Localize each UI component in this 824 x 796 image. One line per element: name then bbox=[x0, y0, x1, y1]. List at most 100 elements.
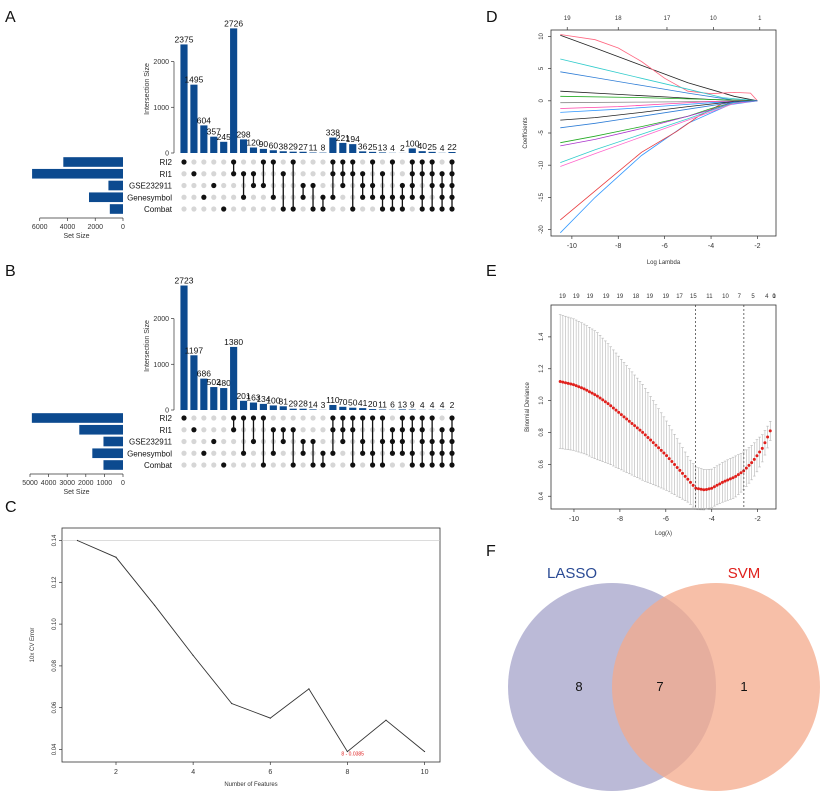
intersection-bar bbox=[378, 152, 387, 153]
set-size-axis-tick-label: 2000 bbox=[87, 224, 103, 231]
intersection-bar-label: 36 bbox=[358, 141, 368, 151]
intersection-bar-label: 201 bbox=[236, 391, 250, 401]
deviance-point bbox=[691, 483, 695, 487]
deviance-point bbox=[739, 471, 743, 475]
intersection-axis-tick-label: 2000 bbox=[153, 316, 169, 323]
y-tick-label: -20 bbox=[539, 225, 545, 234]
plot-frame bbox=[550, 304, 777, 510]
intersection-bar bbox=[299, 151, 307, 153]
intersection-bar-label: 2375 bbox=[175, 34, 194, 44]
set-size-axis-tick-label: 2000 bbox=[78, 480, 94, 487]
matrix-dot-inactive bbox=[260, 194, 267, 200]
top-tick-label: 19 bbox=[662, 294, 669, 300]
intersection-axis-tick-label: 1000 bbox=[153, 362, 169, 369]
matrix-dot-inactive bbox=[221, 182, 227, 189]
intersection-bar-label: 27 bbox=[298, 142, 308, 152]
matrix-dot-inactive bbox=[310, 159, 316, 165]
matrix-dot-inactive bbox=[201, 415, 207, 421]
matrix-dot-inactive bbox=[300, 415, 306, 421]
deviance-point bbox=[564, 381, 568, 385]
set-size-bar bbox=[108, 180, 123, 191]
top-tick-label: 18 bbox=[615, 16, 622, 22]
top-tick-label: 19 bbox=[573, 294, 580, 300]
matrix-dot-inactive bbox=[181, 206, 187, 212]
y-axis-title: 10x CV Error bbox=[30, 628, 36, 663]
set-size-bar bbox=[31, 413, 123, 423]
deviance-point bbox=[651, 441, 655, 445]
intersection-axis-title: Intersection Size bbox=[144, 320, 151, 372]
y-axis-title: Coefficients bbox=[523, 117, 529, 148]
matrix-dot-inactive bbox=[181, 438, 187, 445]
deviance-point bbox=[611, 406, 615, 410]
matrix-dot-inactive bbox=[221, 450, 227, 456]
intersection-bar-label: 13 bbox=[398, 399, 408, 409]
y-tick-label: 0.04 bbox=[52, 743, 58, 755]
matrix-dot-inactive bbox=[369, 206, 376, 212]
y-tick-label: 0.8 bbox=[539, 428, 545, 437]
deviance-point bbox=[681, 471, 685, 475]
intersection-bar-label: 245 bbox=[217, 132, 231, 142]
intersection-axis-tick-label: 2000 bbox=[153, 59, 169, 66]
intersection-bar-label: 2723 bbox=[175, 276, 194, 286]
intersection-bar-label: 29 bbox=[288, 399, 298, 409]
set-name-label: RI2 bbox=[160, 158, 173, 167]
intersection-bar bbox=[200, 378, 208, 410]
matrix-dot-inactive bbox=[201, 427, 207, 433]
deviance-point bbox=[657, 446, 661, 450]
deviance-point bbox=[699, 487, 703, 491]
set-size-axis-title: Set Size bbox=[63, 489, 89, 496]
intersection-bar-label: 221 bbox=[336, 133, 350, 143]
deviance-point bbox=[763, 441, 767, 445]
set-size-axis-tick-label: 5000 bbox=[22, 480, 38, 487]
intersection-bar-label: 1380 bbox=[224, 337, 243, 347]
deviance-point bbox=[673, 463, 677, 467]
matrix-dot-active bbox=[181, 159, 187, 165]
cv-error-point bbox=[423, 750, 426, 753]
matrix-dot-inactive bbox=[300, 159, 306, 165]
intersection-bar-label: 1495 bbox=[184, 75, 203, 85]
deviance-point bbox=[683, 474, 687, 478]
matrix-dot-inactive bbox=[389, 462, 396, 468]
intersection-bar bbox=[309, 409, 317, 410]
intersection-bar-label: 163 bbox=[246, 393, 260, 403]
venn-count-svm-only: 1 bbox=[740, 679, 747, 694]
deviance-point bbox=[617, 410, 621, 414]
matrix-dot-inactive bbox=[360, 159, 366, 165]
matrix-dot-inactive bbox=[439, 159, 445, 165]
deviance-point bbox=[614, 408, 618, 412]
deviance-point bbox=[585, 388, 589, 392]
cv-error-point bbox=[346, 750, 349, 753]
coefficient-path-c1 bbox=[560, 100, 758, 234]
coefficient-path-c2 bbox=[560, 100, 758, 221]
matrix-dot-inactive bbox=[231, 462, 237, 468]
matrix-dot-inactive bbox=[211, 415, 217, 421]
matrix-dot-inactive bbox=[360, 462, 366, 468]
matrix-dot-inactive bbox=[191, 450, 197, 456]
intersection-bar bbox=[230, 28, 238, 153]
matrix-dot-inactive bbox=[191, 182, 197, 189]
matrix-dot-inactive bbox=[201, 206, 207, 212]
deviance-point bbox=[569, 382, 573, 386]
intersection-bar-label: 20 bbox=[368, 399, 378, 409]
matrix-dot-inactive bbox=[280, 462, 286, 468]
top-tick-label: 17 bbox=[676, 294, 683, 300]
matrix-dot-inactive bbox=[181, 427, 187, 433]
matrix-dot-inactive bbox=[290, 415, 296, 421]
deviance-point bbox=[566, 381, 570, 385]
coefficient-path-c16 bbox=[560, 100, 758, 167]
matrix-dot-inactive bbox=[240, 462, 247, 468]
set-size-axis-tick-label: 1000 bbox=[97, 480, 113, 487]
intersection-bar bbox=[329, 404, 337, 410]
intersection-bar bbox=[448, 151, 456, 153]
matrix-dot-inactive bbox=[270, 415, 276, 421]
intersection-bar-label: 41 bbox=[358, 398, 368, 408]
top-tick-label: 10 bbox=[710, 16, 717, 22]
deviance-point bbox=[579, 386, 583, 390]
set-size-axis-tick-label: 4000 bbox=[41, 480, 57, 487]
deviance-point bbox=[728, 477, 732, 481]
deviance-point bbox=[718, 482, 722, 486]
intersection-axis-title: Intersection Size bbox=[144, 63, 151, 115]
top-tick-label: 0 bbox=[772, 294, 776, 300]
x-tick-label: 8 bbox=[345, 769, 349, 776]
panel-label-a: A bbox=[5, 9, 16, 26]
